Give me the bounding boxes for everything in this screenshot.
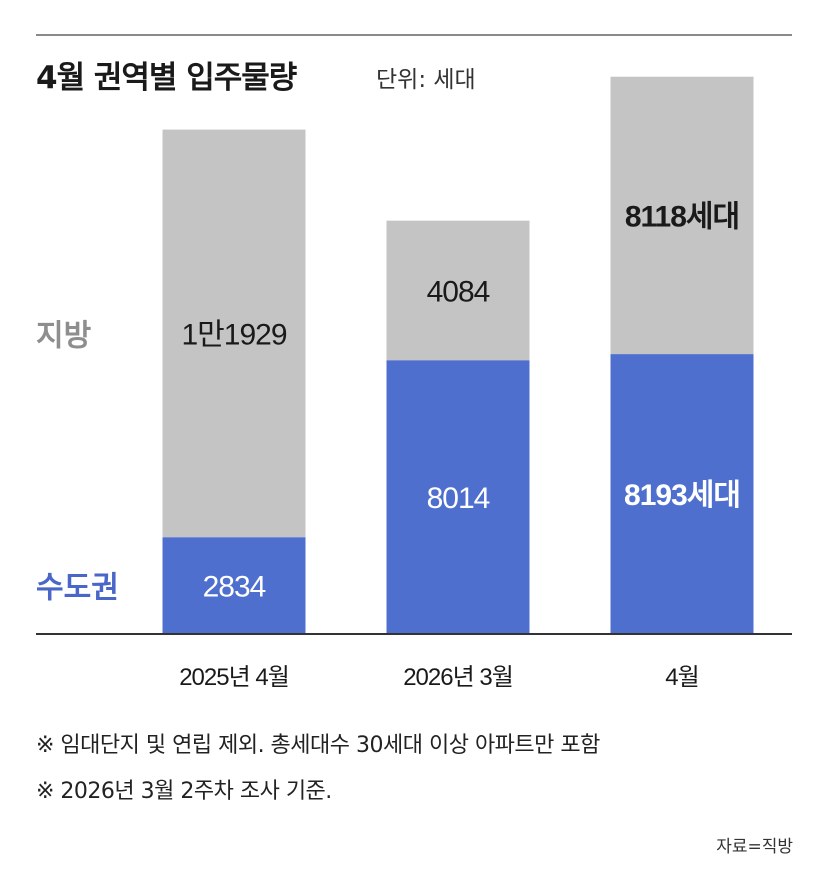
source-credit: 자료=직방	[716, 837, 793, 857]
bar-segment-regional	[386, 220, 530, 361]
x-tick-label: 2025년 4월	[179, 664, 289, 691]
series-label-regional: 지방	[36, 319, 92, 352]
bar-segment-capital	[386, 360, 530, 634]
footnote-exclusion: ※ 임대단지 및 연립 제외. 총세대수 30세대 이상 아파트만 포함	[36, 733, 600, 758]
series-label-capital: 수도권	[36, 572, 119, 605]
bar-segment-regional	[610, 76, 754, 355]
x-tick-label: 4월	[665, 664, 698, 691]
data-label: 4084	[427, 275, 490, 308]
footnote-survey-date: ※ 2026년 3월 2주차 조사 기준.	[36, 779, 332, 804]
data-label: 8014	[427, 482, 490, 515]
bar-segment-capital	[162, 537, 306, 634]
x-tick-label: 2026년 3월	[403, 664, 513, 691]
bar-segment-capital	[610, 354, 754, 634]
data-label: 8193세대	[624, 479, 740, 512]
data-label: 1만1929	[181, 318, 286, 351]
top-rule	[36, 34, 792, 36]
data-label: 2834	[203, 571, 266, 604]
chart-title: 4월 권역별 입주물량	[36, 60, 297, 96]
stacked-bar-chart: 2834 1만1929 2025년 4월 8014 4084 2026년 3월 8193세대…	[36, 76, 792, 691]
bar-segment-regional	[162, 129, 306, 538]
data-label: 8118세대	[625, 200, 739, 233]
unit-label: 단위: 세대	[376, 67, 476, 93]
